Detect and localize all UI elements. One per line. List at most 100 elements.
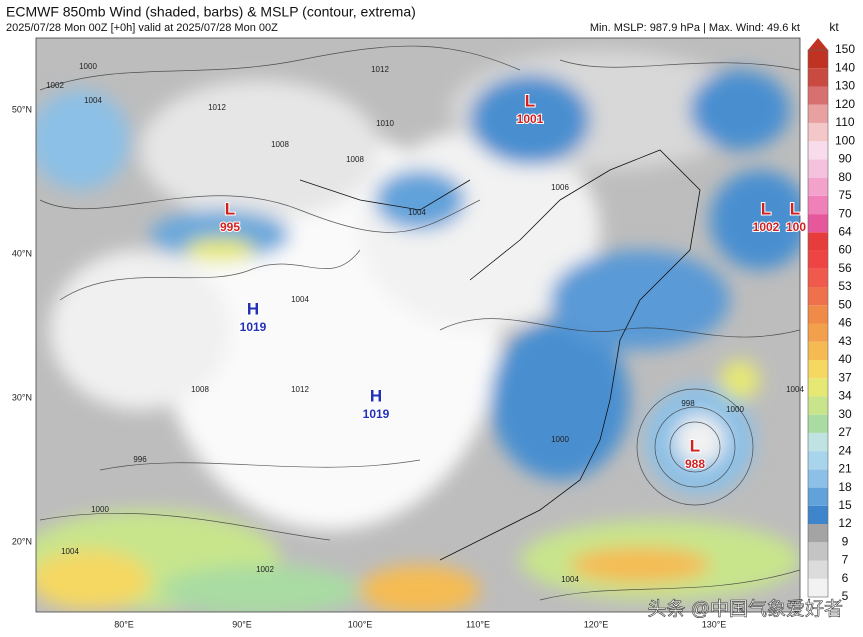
- colorbar-segment: [808, 524, 828, 543]
- colorbar-label: 27: [838, 425, 852, 439]
- colorbar-label: 100: [835, 133, 855, 147]
- contour-label: 1012: [371, 65, 389, 74]
- colorbar-segment: [808, 104, 828, 123]
- pressure-centers: L 1001 L 995 L 1002 L 100 H 1019 H 1019 …: [219, 90, 807, 472]
- colorbar-segment: [808, 287, 828, 306]
- center-value: 100: [786, 220, 806, 234]
- colorbar-label: 150: [835, 42, 855, 56]
- colorbar-label: 140: [835, 60, 855, 74]
- colorbar-segment: [808, 232, 828, 251]
- colorbar-label: 120: [835, 97, 855, 111]
- colorbar-label: 24: [838, 443, 852, 457]
- lon-label: 130°E: [702, 619, 727, 629]
- lon-label: 100°E: [348, 619, 373, 629]
- colorbar-segment: [808, 396, 828, 415]
- center-letter: H: [370, 386, 382, 405]
- colorbar-label: 53: [838, 279, 852, 293]
- lat-label: 50°N: [12, 104, 32, 114]
- center-value: 1001: [517, 112, 544, 126]
- colorbar-label: 7: [842, 553, 849, 567]
- contour-label: 1004: [61, 547, 79, 556]
- contour-label: 1000: [726, 405, 744, 414]
- contour-label: 1002: [256, 565, 274, 574]
- colorbar-label: 40: [838, 352, 852, 366]
- contour-label: 1008: [191, 385, 209, 394]
- colorbar-segment: [808, 323, 828, 342]
- lat-label: 30°N: [12, 392, 32, 402]
- center-value: 1019: [363, 407, 390, 421]
- colorbar-frame: [807, 49, 829, 598]
- contour-label: 1004: [408, 208, 426, 217]
- contour-label: 1008: [271, 140, 289, 149]
- colorbar-label: 34: [838, 389, 852, 403]
- contour-label: 1002: [46, 81, 64, 90]
- contour-label: 1004: [786, 385, 804, 394]
- colorbar-label: 37: [838, 370, 852, 384]
- colorbar-segment: [808, 50, 828, 69]
- colorbar-label: 64: [838, 225, 852, 239]
- colorbar-label: 90: [838, 152, 852, 166]
- colorbar-segment: [808, 195, 828, 215]
- colorbar-segment: [808, 159, 828, 178]
- lat-label: 20°N: [12, 536, 32, 546]
- colorbar-label: 130: [835, 79, 855, 93]
- contour-label: 1010: [376, 119, 394, 128]
- center-letter: L: [225, 199, 235, 218]
- colorbar-label: 43: [838, 334, 852, 348]
- colorbar-segment: [808, 378, 828, 397]
- title: ECMWF 850mb Wind (shaded, barbs) & MSLP …: [6, 4, 416, 20]
- colorbar-segment: [808, 177, 828, 196]
- colorbar-segment: [808, 505, 828, 525]
- colorbar-segment: [808, 305, 828, 324]
- contour-label: 998: [681, 399, 695, 408]
- colorbar-label: 75: [838, 188, 852, 202]
- center-letter: L: [790, 199, 800, 218]
- contour-label: 1000: [79, 62, 97, 71]
- colorbar-label: 70: [838, 206, 852, 220]
- colorbar-label: 21: [838, 462, 852, 476]
- stats: Min. MSLP: 987.9 hPa | Max. Wind: 49.6 k…: [590, 22, 800, 34]
- center-value: 995: [220, 220, 240, 234]
- colorbar-segment: [808, 250, 828, 269]
- colorbar-segment: [808, 469, 828, 488]
- colorbar-segment: [808, 268, 828, 288]
- colorbar-label: 9: [842, 534, 849, 548]
- contour-label: 1006: [551, 183, 569, 192]
- map: [36, 38, 800, 612]
- lon-label: 110°E: [466, 619, 490, 629]
- colorbar-segment: [808, 578, 828, 597]
- colorbar-label: 80: [838, 170, 852, 184]
- center-letter: H: [247, 299, 259, 318]
- colorbar-label: 60: [838, 243, 852, 257]
- contour-label: 1004: [84, 96, 102, 105]
- colorbar-label: 18: [838, 480, 852, 494]
- colorbar-segment: [808, 341, 828, 360]
- map-frame: [35, 37, 801, 613]
- colorbar-segment: [808, 432, 828, 452]
- lon-label: 80°E: [114, 619, 134, 629]
- colorbar-segment: [808, 86, 828, 105]
- subtitle: 2025/07/28 Mon 00Z [+0h] valid at 2025/0…: [6, 22, 278, 34]
- colorbar-label: 46: [838, 316, 852, 330]
- center-value: 1019: [240, 320, 267, 334]
- contour-label: 1012: [208, 103, 226, 112]
- colorbar-label: 5: [842, 589, 849, 603]
- lon-label: 90°E: [232, 619, 252, 629]
- lon-label: 120°E: [584, 619, 609, 629]
- center-letter: L: [761, 199, 771, 218]
- colorbar-segment: [808, 214, 828, 233]
- colorbar-label: 30: [838, 407, 852, 421]
- center-letter: L: [525, 91, 535, 110]
- contour-label: 1012: [291, 385, 309, 394]
- contour-label: 1000: [551, 435, 569, 444]
- contour-label: 1008: [346, 155, 364, 164]
- colorbar-segment: [808, 487, 828, 506]
- contour-label: 1004: [561, 575, 579, 584]
- lat-label: 40°N: [12, 248, 32, 258]
- center-value: 1002: [753, 220, 780, 234]
- colorbar-segment: [808, 451, 828, 470]
- center-value: 988: [685, 457, 705, 471]
- colorbar-label: 110: [835, 115, 854, 129]
- colorbar-label: 56: [838, 261, 852, 275]
- contour-label: 996: [133, 455, 147, 464]
